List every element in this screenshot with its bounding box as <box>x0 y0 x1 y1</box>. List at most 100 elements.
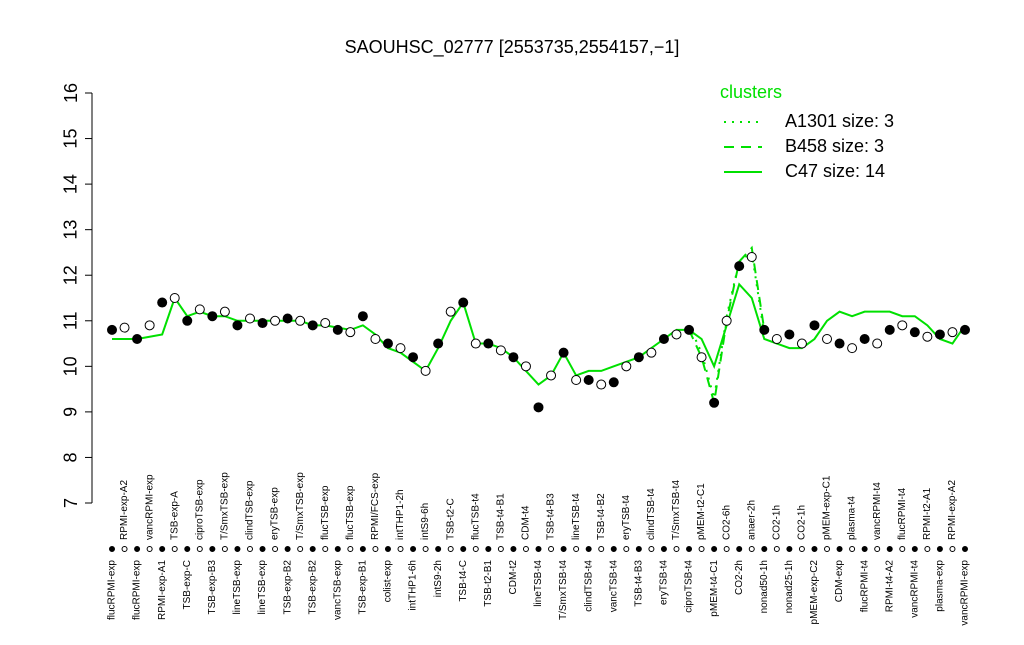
point <box>345 327 356 338</box>
y-tick-label: 7 <box>61 498 81 508</box>
x-tick-label: plasma-t4 <box>847 496 858 540</box>
x-tick-label: T/SmxTSB-t4 <box>558 560 569 620</box>
rug-dot <box>196 546 203 552</box>
x-tick-label: flucRPMI-t4 <box>859 560 870 613</box>
y-tick-label: 16 <box>61 83 81 103</box>
x-tick-label: CO2-6h <box>721 505 732 540</box>
legend-label: C47 size: 14 <box>785 161 885 181</box>
point <box>859 334 870 344</box>
rug-dot <box>748 546 755 552</box>
rug-dot <box>447 546 454 552</box>
point <box>947 327 958 338</box>
point <box>696 352 707 363</box>
rug-dot <box>610 546 617 552</box>
rug-dot <box>146 546 153 552</box>
rug-dot <box>171 546 178 552</box>
point <box>571 375 582 385</box>
rug-dot <box>798 546 805 552</box>
rug-dot <box>686 546 693 552</box>
rug-dot <box>811 546 818 552</box>
point <box>357 311 368 322</box>
rug-dot <box>886 546 893 552</box>
point <box>470 338 481 349</box>
y-tick-label: 15 <box>61 129 81 149</box>
x-tick-label: nonad25-1h <box>784 560 795 613</box>
x-tick-label: TSB-exp-B1 <box>358 560 369 615</box>
point <box>244 313 255 324</box>
rug-dot <box>359 546 366 552</box>
point <box>746 252 757 262</box>
point <box>658 334 669 344</box>
x-tick-label: CDM-t2 <box>508 560 519 595</box>
rug-dot <box>962 546 968 552</box>
rug-dot <box>347 546 354 552</box>
legend-label: A1301 size: 3 <box>785 111 894 131</box>
rug-dot <box>472 546 479 552</box>
y-tick-label: 12 <box>61 265 81 285</box>
rug-dot <box>635 546 642 552</box>
x-tick-label: intTHP1-6h <box>408 560 419 611</box>
x-tick-label: RPMI/FCS-exp <box>370 472 381 540</box>
x-tick-label: lineTSB-exp <box>257 560 268 615</box>
x-tick-label: TSB-t4-B3 <box>546 493 557 540</box>
rug-dot <box>121 546 128 552</box>
rug-dot <box>309 546 316 552</box>
x-tick-label: clindTSB-t4 <box>583 560 594 612</box>
point <box>483 338 494 349</box>
rug-dot <box>761 546 768 552</box>
x-tick-label: anaer-2h <box>746 500 757 540</box>
x-tick-label: vancTSB-exp <box>332 560 343 620</box>
x-tick-label: intTHP1-2h <box>395 489 406 540</box>
x-tick-label: colist-exp <box>383 560 394 603</box>
rug-dot <box>209 546 216 552</box>
point <box>219 306 230 317</box>
y-tick-label: 13 <box>61 220 81 240</box>
rug-dot <box>623 546 630 552</box>
y-tick-label: 14 <box>61 174 81 194</box>
rug-dot <box>711 546 718 552</box>
legend-title: clusters <box>720 82 782 102</box>
point <box>307 320 318 331</box>
rug-dot <box>234 546 241 552</box>
x-tick-label: clindTSB-t4 <box>646 488 657 540</box>
point <box>771 334 782 344</box>
x-tick-label: vancRPMI-t4 <box>872 482 883 540</box>
x-tick-label: vancRPMI-t4 <box>909 560 920 618</box>
rug-dot <box>109 546 115 552</box>
point <box>872 338 883 349</box>
x-tick-label: intS9-2h <box>433 560 444 597</box>
x-tick-label: flucTSB-exp <box>320 485 331 540</box>
rug-dot <box>259 546 266 552</box>
point <box>382 338 393 349</box>
point <box>320 318 331 329</box>
point <box>257 318 268 329</box>
point <box>646 347 657 358</box>
rug-dot <box>334 546 341 552</box>
rug-dot <box>184 546 191 552</box>
point <box>809 320 820 331</box>
point <box>960 324 970 335</box>
point <box>332 324 343 335</box>
x-tick-label: eryTSB-t4 <box>621 495 632 540</box>
x-tick-label: nonad50-1h <box>759 560 770 613</box>
rug-dot <box>924 546 931 552</box>
point <box>759 324 770 335</box>
point <box>157 297 168 308</box>
rug-dot <box>899 546 906 552</box>
rug-dot <box>861 546 868 552</box>
rug-dot <box>698 546 705 552</box>
x-tick-label: RPMI-t2-A1 <box>922 487 933 540</box>
point <box>207 311 218 322</box>
rug-dot <box>911 546 918 552</box>
x-tick-label: TSB-exp-B3 <box>207 560 218 615</box>
x-tick-label: ciproTSB-exp <box>194 479 205 540</box>
rug-dot <box>322 546 329 552</box>
point <box>408 352 419 363</box>
x-tick-label: clindTSB-exp <box>245 480 256 540</box>
x-tick-label: flucRPMI-t4 <box>897 487 908 540</box>
point <box>583 375 594 385</box>
x-tick-label: vancTSB-t4 <box>608 560 619 613</box>
point <box>784 329 795 340</box>
x-tick-label: T/SmxTSB-exp <box>295 472 306 540</box>
